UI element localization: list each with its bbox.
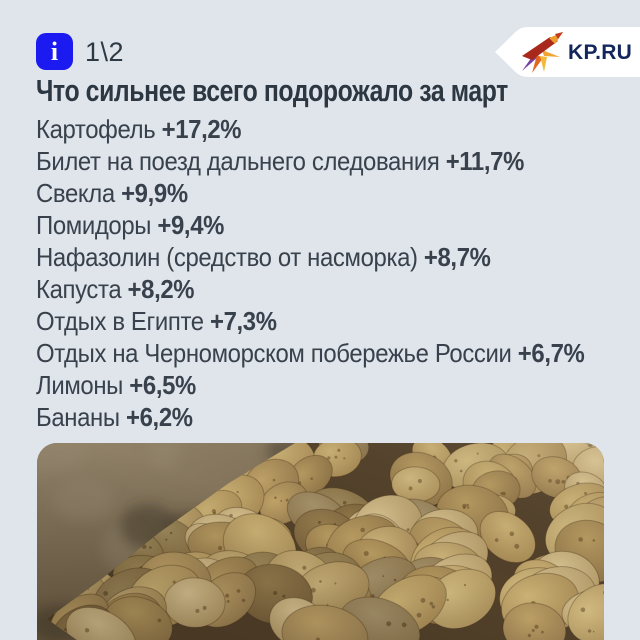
list-item: Бананы +6,2% bbox=[36, 401, 584, 433]
item-label: Нафазолин (средство от насморка) bbox=[36, 242, 418, 272]
price-increase-list: Картофель +17,2% Билет на поезд дальнего … bbox=[36, 113, 632, 433]
list-item: Помидоры +9,4% bbox=[36, 209, 584, 241]
list-item: Лимоны +6,5% bbox=[36, 369, 584, 401]
item-value: +11,7% bbox=[445, 146, 525, 176]
list-item: Отдых в Египте +7,3% bbox=[36, 305, 584, 337]
item-label: Билет на поезд дальнего следования bbox=[36, 146, 440, 176]
item-value: +9,9% bbox=[121, 178, 188, 208]
item-label: Отдых на Черноморском побережье России bbox=[36, 338, 512, 368]
list-item: Нафазолин (средство от насморка) +8,7% bbox=[36, 241, 584, 273]
item-label: Свекла bbox=[36, 178, 115, 208]
item-value: +8,7% bbox=[423, 242, 491, 272]
list-item: Капуста +8,2% bbox=[36, 273, 584, 305]
list-item: Отдых на Черноморском побережье России +… bbox=[36, 337, 585, 369]
list-item: Свекла +9,9% bbox=[36, 177, 584, 209]
item-value: +7,3% bbox=[209, 306, 277, 336]
item-value: +6,2% bbox=[126, 402, 193, 432]
item-value: +17,2% bbox=[161, 114, 242, 144]
kp-bird-icon bbox=[522, 32, 563, 73]
info-icon: i bbox=[36, 33, 73, 70]
list-item: Картофель +17,2% bbox=[36, 113, 584, 145]
item-label: Капуста bbox=[36, 274, 122, 304]
item-label: Бананы bbox=[36, 402, 120, 432]
list-item: Билет на поезд дальнего следования +11,7… bbox=[36, 145, 584, 177]
info-icon-glyph: i bbox=[50, 36, 59, 66]
item-label: Помидоры bbox=[36, 210, 152, 240]
page-indicator: 1\2 bbox=[85, 37, 125, 67]
item-label: Картофель bbox=[36, 114, 156, 144]
item-value: +6,5% bbox=[129, 370, 196, 400]
item-label: Отдых в Египте bbox=[36, 306, 204, 336]
item-label: Лимоны bbox=[36, 370, 124, 400]
item-value: +6,7% bbox=[517, 338, 585, 368]
item-value: +9,4% bbox=[157, 210, 225, 240]
logo-text: KP.RU bbox=[568, 41, 632, 64]
logo-badge bbox=[495, 27, 640, 77]
item-value: +8,2% bbox=[127, 274, 195, 304]
potatoes-photo bbox=[37, 443, 604, 640]
page-title: Что сильнее всего подорожало за март bbox=[36, 73, 508, 108]
kp-ru-logo: KP.RU bbox=[495, 27, 640, 77]
